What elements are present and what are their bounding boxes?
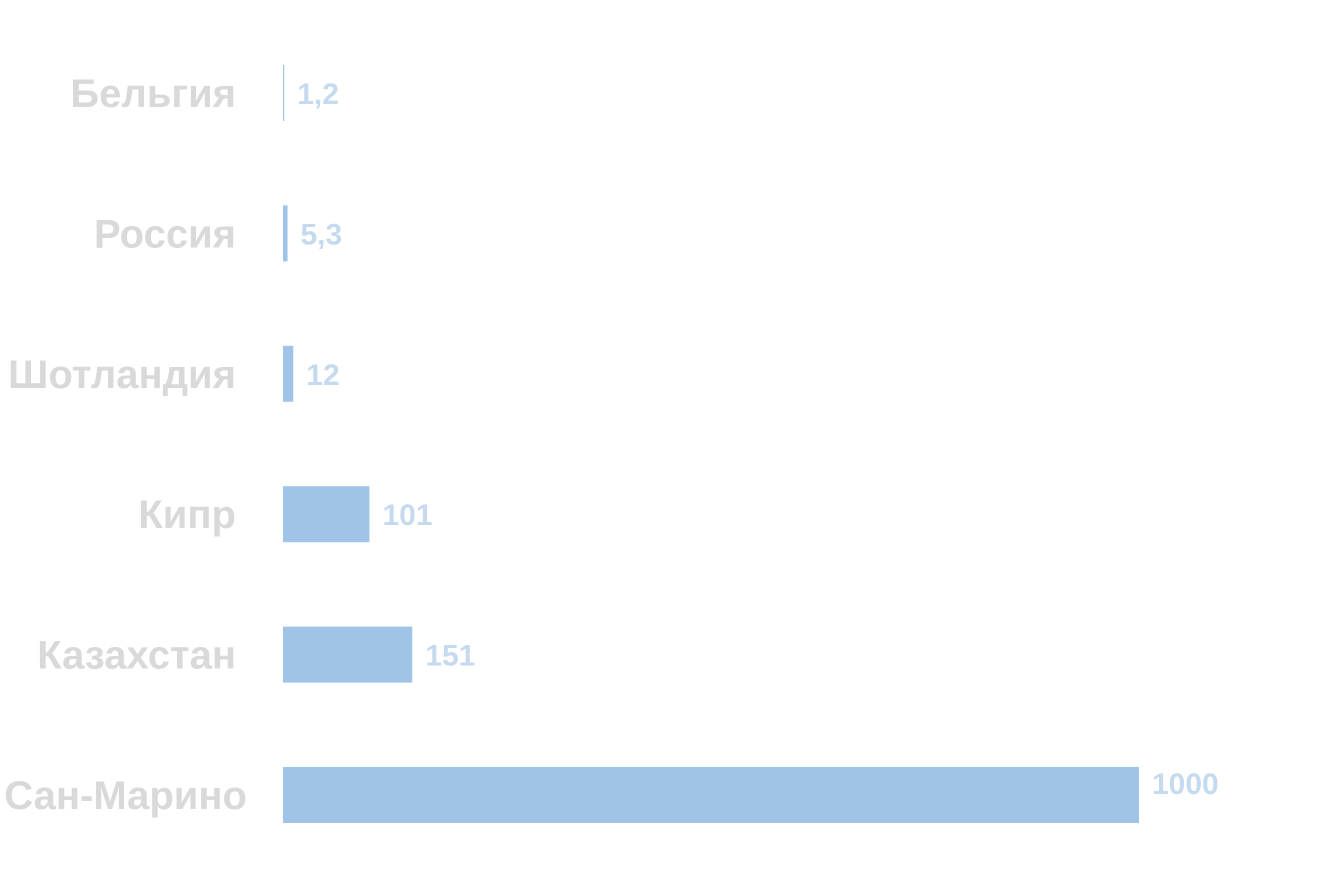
category-label: Бельгия — [70, 72, 236, 116]
bar-3 — [283, 486, 370, 543]
category-label: Шотландия — [8, 353, 236, 397]
labels-layer: Бельгия 1,2 Россия 5,3 Шотландия 12 Кипр 101 Каз… — [4, 72, 1219, 818]
value-label: 1,2 — [297, 78, 339, 111]
bar-5 — [283, 767, 1139, 823]
bar-4 — [283, 626, 413, 683]
bar-0 — [283, 65, 285, 121]
bar-2 — [283, 345, 294, 402]
category-label: Казахстан — [37, 634, 236, 678]
value-label: 5,3 — [301, 218, 343, 251]
value-label: 151 — [425, 640, 475, 673]
bar-1 — [283, 205, 288, 262]
bars-layer — [283, 65, 1139, 823]
category-label: Сан-Марино — [4, 774, 247, 818]
category-label: Россия — [94, 212, 236, 256]
category-label: Кипр — [138, 493, 236, 537]
value-label: 12 — [306, 359, 339, 392]
value-label: 1000 — [1152, 768, 1219, 801]
value-label: 101 — [383, 499, 433, 532]
